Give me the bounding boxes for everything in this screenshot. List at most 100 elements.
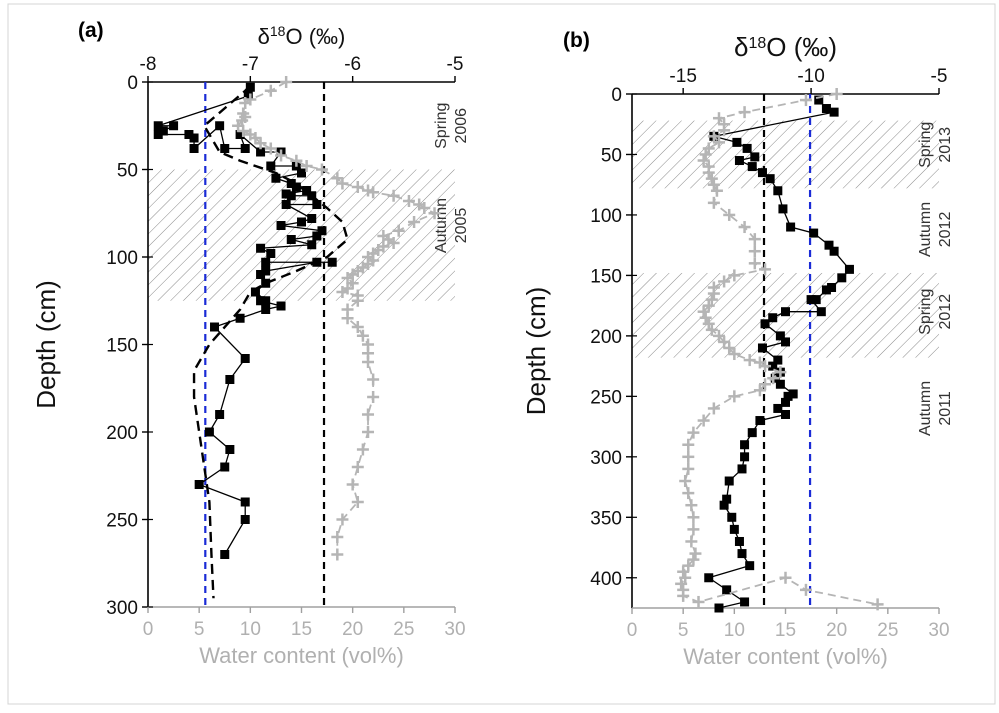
top-tick-label: -7 xyxy=(242,54,259,75)
water-content-point xyxy=(707,402,720,415)
delta18O-point xyxy=(240,144,250,153)
delta18O-point xyxy=(757,168,767,178)
season-label-line: 2005 xyxy=(453,208,470,244)
water-content-point xyxy=(290,154,303,167)
delta18O-point xyxy=(722,585,732,595)
delta18O-point xyxy=(169,121,179,131)
water-content-point xyxy=(702,299,715,312)
season-label-0: Spring 2006 xyxy=(433,103,470,149)
delta18O-point xyxy=(317,226,327,236)
delta18O-point xyxy=(740,597,750,607)
water-content-point xyxy=(362,426,375,438)
delta18O-point xyxy=(806,295,816,305)
water-content-point xyxy=(707,287,720,300)
delta18O-point xyxy=(811,295,821,305)
delta18O-point xyxy=(276,301,286,311)
delta18O-point xyxy=(225,445,235,454)
bottom-tick-label: 10 xyxy=(240,619,261,640)
delta18O-point xyxy=(732,137,742,147)
y-tick-label: 50 xyxy=(601,145,622,166)
water-content-point xyxy=(679,571,692,584)
delta18O-point xyxy=(768,313,778,323)
water-content-point xyxy=(705,172,718,185)
bottom-tick-label: 0 xyxy=(627,620,638,641)
top-tick-label: -5 xyxy=(931,66,948,87)
delta18O-point xyxy=(773,186,783,196)
water-content-point xyxy=(428,207,441,220)
water-content-point xyxy=(679,475,692,488)
delta18O-point xyxy=(837,273,847,283)
delta18O-point xyxy=(184,130,194,139)
water-content-point xyxy=(387,189,400,202)
top-axis-title: δ18O (‰) xyxy=(258,23,346,49)
delta18O-point xyxy=(775,379,785,389)
water-content-point xyxy=(779,571,792,584)
water-content-point xyxy=(687,511,700,524)
water-content-point xyxy=(351,461,364,473)
delta18O-point xyxy=(215,121,225,131)
water-content-point xyxy=(830,88,843,100)
season-label-line: Spring xyxy=(917,289,934,335)
water-content-point xyxy=(367,186,380,199)
water-content-point xyxy=(753,384,766,397)
water-content-point xyxy=(264,142,277,155)
season-label-line: Spring xyxy=(917,122,934,168)
delta18O-point xyxy=(727,512,737,522)
delta18O-point xyxy=(814,95,824,105)
delta18O-point xyxy=(775,331,785,341)
delta18O-point xyxy=(829,107,839,117)
season-label-line: Autumn xyxy=(433,198,450,253)
season-label-line: Autumn xyxy=(917,202,934,257)
water-content-point xyxy=(418,202,431,214)
water-content-point xyxy=(697,414,710,427)
delta18O-point xyxy=(760,319,770,329)
delta18O-point xyxy=(297,168,306,178)
delta18O-point xyxy=(734,156,744,166)
season-label-2: Spring 2012 xyxy=(917,289,954,335)
delta18O-point xyxy=(788,389,798,399)
water-content-point xyxy=(392,224,405,237)
top-axis-title: δ18O (‰) xyxy=(734,32,837,62)
delta18O-point xyxy=(204,427,214,437)
season-label-1: Autumn 2005 xyxy=(433,198,470,253)
bottom-tick-label: 10 xyxy=(724,620,745,641)
water-content-point xyxy=(748,245,761,258)
top-tick-label: -15 xyxy=(669,66,696,87)
delta18O-point xyxy=(276,221,286,230)
delta18O-point xyxy=(307,214,317,223)
water-content-point xyxy=(351,496,364,508)
delta18O-point xyxy=(240,515,250,524)
water-content-point xyxy=(774,366,787,379)
season-label-line: 2013 xyxy=(937,127,954,163)
water-content-point xyxy=(367,373,380,386)
delta18O-point xyxy=(256,296,266,306)
delta18O-point xyxy=(786,222,796,232)
water-content-point xyxy=(718,335,731,348)
season-label-line: Autumn xyxy=(917,381,934,436)
water-content-point xyxy=(237,125,250,137)
delta18O-point xyxy=(256,270,266,279)
bottom-tick-label: 20 xyxy=(342,619,363,640)
water-content-point xyxy=(707,130,720,143)
water-content-point xyxy=(346,478,359,491)
delta18O-point xyxy=(778,204,788,214)
water-content-point xyxy=(682,559,695,572)
bottom-tick-label: 25 xyxy=(877,620,898,641)
y-tick-label: 150 xyxy=(590,266,622,287)
delta18O-point xyxy=(220,462,230,472)
delta18O-point xyxy=(261,266,271,276)
water-content-point xyxy=(728,390,741,403)
delta18O-point xyxy=(816,307,826,317)
water-content-point xyxy=(712,136,725,149)
delta18O-point xyxy=(235,313,245,323)
bottom-tick-label: 30 xyxy=(444,619,465,640)
top-tick-label: -8 xyxy=(140,54,157,75)
water-content-point xyxy=(712,329,725,342)
delta18O-point xyxy=(215,410,225,419)
delta18O-point xyxy=(781,409,790,419)
delta18O-point xyxy=(740,440,750,450)
water-content-point xyxy=(336,286,349,298)
delta18O-point xyxy=(747,162,757,172)
water-content-point xyxy=(275,149,288,162)
water-content-point xyxy=(351,181,364,193)
